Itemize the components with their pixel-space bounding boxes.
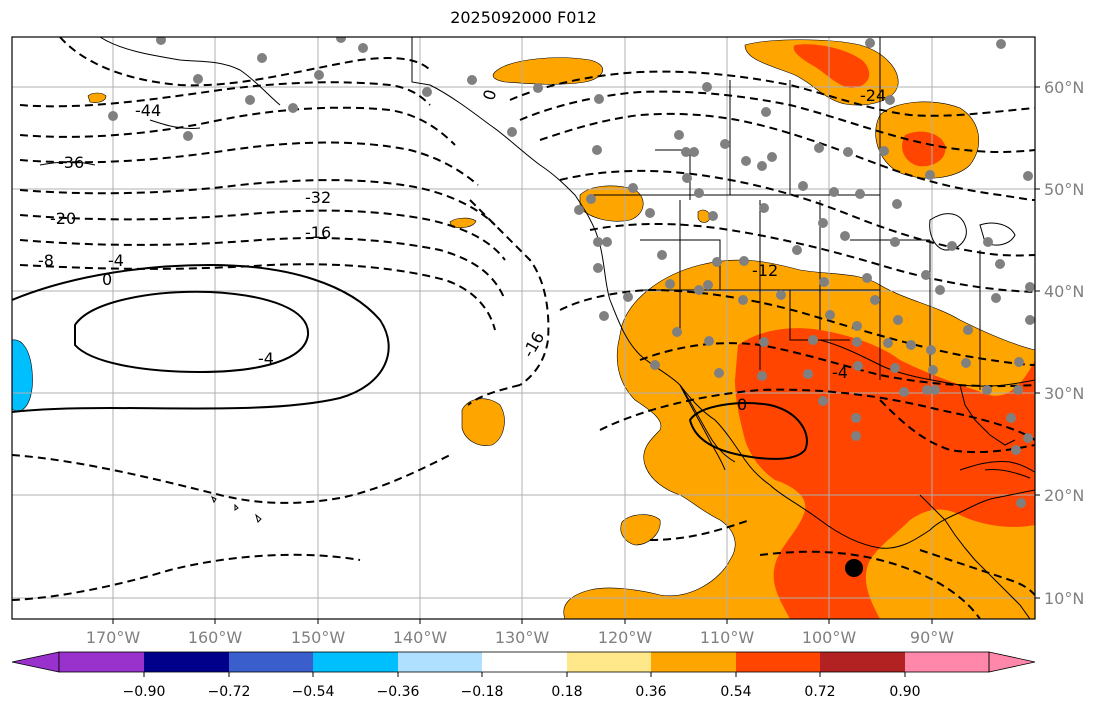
anomaly-fill-canada-1-red bbox=[793, 44, 870, 88]
lon-label: 140°W bbox=[393, 628, 448, 647]
lon-label: 150°W bbox=[291, 628, 346, 647]
dashed-contours bbox=[12, 37, 1035, 619]
lat-label: 50°N bbox=[1044, 180, 1084, 199]
colorbar-segment bbox=[229, 652, 313, 672]
anomaly-fill-red bbox=[735, 328, 1035, 619]
lat-label: 60°N bbox=[1044, 78, 1084, 97]
contour-label: -24 bbox=[860, 86, 886, 105]
axis-ticks bbox=[112, 86, 1040, 624]
colorbar-segment bbox=[482, 652, 567, 672]
lon-label: 120°W bbox=[598, 628, 653, 647]
anomaly-fill-canada-2-red bbox=[902, 131, 946, 167]
map-content: -44 -36 -32 -20 -16 -8 -4 0 -4 -16 -12 -… bbox=[12, 37, 1035, 619]
colorbar-segment bbox=[820, 652, 905, 672]
contour-label: 0 bbox=[102, 270, 112, 289]
colorbar-segment bbox=[567, 652, 651, 672]
colorbar-segment bbox=[736, 652, 820, 672]
anomaly-fill-pacific-blob bbox=[461, 398, 505, 446]
colorbar-tick-label: 0.18 bbox=[551, 684, 582, 700]
colorbar: −0.90 −0.72 −0.54 −0.36 −0.18 0.18 0.36 … bbox=[11, 651, 1036, 700]
lat-label: 10°N bbox=[1044, 589, 1084, 608]
latitude-labels: 60°N 50°N 40°N 30°N 20°N 10°N bbox=[1044, 78, 1084, 608]
colorbar-tick-label: −0.36 bbox=[377, 684, 420, 700]
contour-label: -32 bbox=[305, 188, 331, 207]
longitude-labels: 170°W 160°W 150°W 140°W 130°W 120°W 110°… bbox=[86, 628, 954, 647]
map-title: 2025092000 F012 bbox=[450, 8, 597, 27]
colorbar-min-extend bbox=[11, 651, 60, 673]
lon-label: 130°W bbox=[495, 628, 550, 647]
contour-label: -20 bbox=[50, 209, 76, 228]
colorbar-tick-label: −0.54 bbox=[292, 684, 335, 700]
contour-label: 0 bbox=[479, 88, 500, 103]
colorbar-tick-label: 0.72 bbox=[804, 684, 835, 700]
station-markers bbox=[108, 37, 1035, 508]
contour-label: -8 bbox=[38, 251, 54, 270]
colorbar-tick-label: 0.54 bbox=[720, 684, 751, 700]
contour-label: -36 bbox=[58, 153, 84, 172]
anomaly-fill-layer bbox=[12, 39, 1035, 619]
colorbar-segment bbox=[313, 652, 398, 672]
contour-label: -4 bbox=[108, 251, 124, 270]
contour-label: -44 bbox=[135, 101, 161, 120]
colorbar-segment bbox=[651, 652, 736, 672]
storm-marker bbox=[845, 559, 863, 577]
lon-label: 100°W bbox=[802, 628, 857, 647]
contour-label: -4 bbox=[832, 363, 848, 382]
colorbar-tick-label: 0.90 bbox=[889, 684, 920, 700]
graticule bbox=[12, 37, 1035, 619]
contour-label: -12 bbox=[752, 261, 778, 280]
lon-label: 90°W bbox=[910, 628, 954, 647]
colorbar-tick-label: −0.72 bbox=[208, 684, 251, 700]
colorbar-tick-label: −0.18 bbox=[461, 684, 504, 700]
colorbar-max-extend bbox=[988, 651, 1036, 673]
colorbar-tick-label: −0.90 bbox=[123, 684, 166, 700]
map-frame bbox=[11, 36, 1036, 620]
colorbar-segment bbox=[59, 652, 144, 672]
anomaly-fill-canada-3 bbox=[492, 57, 603, 85]
lon-label: 110°W bbox=[700, 628, 755, 647]
contour-label: -4 bbox=[258, 349, 274, 368]
anomaly-fill-small-2 bbox=[449, 217, 477, 229]
solid-contours bbox=[12, 263, 808, 460]
anomaly-fill-small-1 bbox=[87, 92, 107, 103]
contour-label: 0 bbox=[737, 395, 747, 414]
colorbar-segment bbox=[144, 652, 229, 672]
colorbar-segment bbox=[398, 652, 482, 672]
contour-label: -16 bbox=[305, 223, 331, 242]
lat-label: 20°N bbox=[1044, 486, 1084, 505]
anomaly-fill-pacific-blob-2 bbox=[620, 514, 661, 546]
lon-label: 170°W bbox=[86, 628, 141, 647]
lon-label: 160°W bbox=[188, 628, 243, 647]
lat-label: 40°N bbox=[1044, 282, 1084, 301]
colorbar-tick-label: 0.36 bbox=[635, 684, 666, 700]
colorbar-segment bbox=[905, 652, 989, 672]
lat-label: 30°N bbox=[1044, 384, 1084, 403]
